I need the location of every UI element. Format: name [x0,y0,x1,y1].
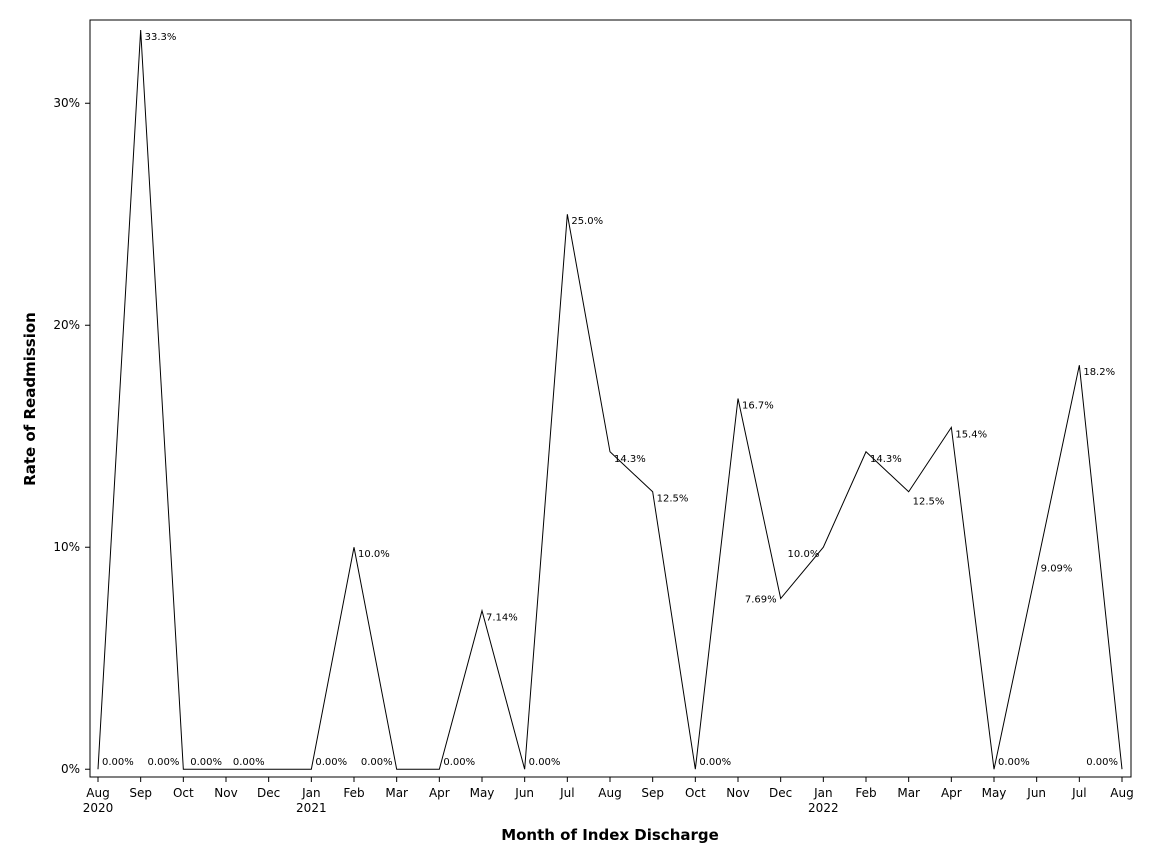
x-axis-title: Month of Index Discharge [501,826,719,844]
x-tick-year-label: 2021 [296,801,327,815]
data-label: 0.00% [443,757,475,768]
data-label: 0.00% [529,757,561,768]
data-label: 12.5% [657,494,689,505]
data-label: 0.00% [148,757,180,768]
data-label: 33.3% [145,32,177,43]
data-label: 10.0% [788,549,820,560]
data-label: 12.5% [913,497,945,508]
data-label: 0.00% [315,757,347,768]
x-tick-label: May [982,786,1007,800]
x-tick-label: Feb [343,786,364,800]
x-tick-label: Jan [813,786,833,800]
x-tick-label: Aug [1110,786,1133,800]
data-label: 0.00% [190,757,222,768]
x-tick-year-label: 2022 [808,801,839,815]
data-label: 0.00% [102,757,134,768]
y-axis: 0% 10% 20% 30% [53,96,90,776]
data-label: 0.00% [361,757,393,768]
data-label: 15.4% [955,429,987,440]
x-tick-label: Nov [726,786,749,800]
y-axis-title: Rate of Readmission [21,312,39,486]
x-tick-label: Dec [257,786,280,800]
data-label: 14.3% [614,454,646,465]
plot-frame [89,19,1132,778]
data-label: 0.00% [699,757,731,768]
x-tick-label: Aug [598,786,621,800]
x-tick-label: Apr [941,786,962,800]
x-tick-label: May [470,786,495,800]
x-tick-label: Aug [86,786,109,800]
x-tick-label: Dec [769,786,792,800]
x-tick-label: Oct [173,786,194,800]
data-label: 18.2% [1083,367,1115,378]
y-tick-label: 30% [53,96,80,110]
x-tick-label: Sep [641,786,664,800]
series-layer [97,29,1123,770]
x-tick-label: Jun [514,786,534,800]
data-label-layer: 0.00% 33.3% 0.00% 0.00% 0.00% 0.00% 10.0% 0.00%… [102,32,1118,768]
x-tick-label: Sep [129,786,152,800]
y-tick-label: 0% [61,762,80,776]
y-tick-label: 10% [53,540,80,554]
x-tick-label: Jul [559,786,574,800]
data-label: 16.7% [742,401,774,412]
x-tick-label: Feb [855,786,876,800]
data-label: 9.09% [1041,563,1073,574]
data-label: 0.00% [1086,757,1118,768]
x-tick-label: Mar [897,786,920,800]
x-tick-label: Nov [214,786,237,800]
data-label: 7.14% [486,613,518,624]
y-tick-label: 20% [53,318,80,332]
data-label: 14.3% [870,454,902,465]
data-label: 0.00% [998,757,1030,768]
x-tick-label: Jul [1071,786,1086,800]
x-tick-label: Apr [429,786,450,800]
data-label: 10.0% [358,549,390,560]
x-tick-label: Oct [685,786,706,800]
data-label: 0.00% [233,757,265,768]
x-tick-label: Mar [385,786,408,800]
data-label: 25.0% [571,216,603,227]
x-tick-label: Jun [1026,786,1046,800]
x-tick-label: Jan [301,786,321,800]
x-tick-year-label: 2020 [83,801,114,815]
series-line [97,29,1123,770]
data-label: 7.69% [745,595,777,606]
